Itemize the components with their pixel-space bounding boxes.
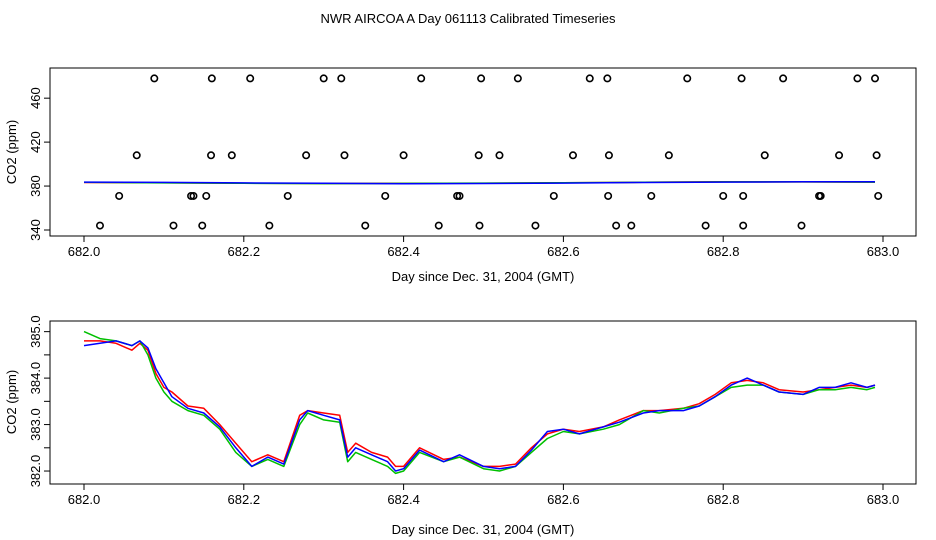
top-data-point — [719, 191, 728, 200]
top-data-point — [647, 191, 656, 200]
top-y-tick-label: 380 — [28, 175, 43, 197]
top-data-point — [604, 191, 613, 200]
top-plot-area — [83, 74, 883, 230]
bottom-y-tick-label: 383.0 — [28, 408, 43, 441]
top-data-point — [150, 74, 159, 83]
top-data-point — [475, 221, 484, 230]
top-data-point — [604, 151, 613, 160]
top-data-point — [417, 74, 426, 83]
top-data-point — [227, 151, 236, 160]
bottom-x-axis: 682.0 682.2 682.4 682.6 682.8 683.0 — [68, 484, 900, 507]
bottom-x-tick-label: 683.0 — [867, 492, 900, 507]
top-data-point — [815, 191, 824, 200]
top-data-point — [871, 74, 880, 83]
top-data-point — [701, 221, 710, 230]
bottom-y-axis: 382.0 383.0 384.0 385.0 — [28, 315, 50, 487]
top-data-point — [797, 221, 806, 230]
top-data-point — [474, 151, 483, 160]
top-data-point — [853, 74, 862, 83]
top-data-point — [874, 191, 883, 200]
top-data-point — [169, 221, 178, 230]
top-x-axis-label: Day since Dec. 31, 2004 (GMT) — [392, 269, 575, 284]
bottom-x-tick-label: 682.4 — [387, 492, 420, 507]
bottom-y-tick-label: 384.0 — [28, 362, 43, 395]
top-data-point — [198, 221, 207, 230]
top-y-tick-label: 340 — [28, 219, 43, 241]
top-data-point — [627, 221, 636, 230]
top-x-tick-label: 682.6 — [547, 244, 580, 259]
top-data-point — [739, 221, 748, 230]
bottom-series-line-blue — [83, 340, 876, 472]
top-data-point — [779, 74, 788, 83]
top-data-point — [585, 74, 594, 83]
bottom-series-line-green — [83, 330, 876, 475]
top-y-axis: 340 380 420 460 — [28, 87, 50, 241]
top-x-tick-label: 682.8 — [707, 244, 740, 259]
top-data-point — [513, 74, 522, 83]
bottom-y-tick-label: 385.0 — [28, 315, 43, 348]
bottom-plot-frame — [49, 320, 917, 485]
top-data-point — [603, 74, 612, 83]
top-x-tick-label: 682.0 — [68, 244, 101, 259]
top-data-point — [381, 191, 390, 200]
top-data-point — [549, 191, 558, 200]
top-data-point — [207, 151, 216, 160]
top-data-point — [202, 191, 211, 200]
top-data-point — [835, 151, 844, 160]
bottom-series-line-red — [84, 340, 876, 468]
top-data-point — [399, 151, 408, 160]
bottom-plot-area — [83, 330, 876, 475]
bottom-x-tick-label: 682.2 — [228, 492, 261, 507]
top-x-tick-label: 682.2 — [228, 244, 261, 259]
top-data-point — [246, 74, 255, 83]
top-data-point — [361, 221, 370, 230]
bottom-x-tick-label: 682.6 — [547, 492, 580, 507]
bottom-x-tick-label: 682.8 — [707, 492, 740, 507]
top-data-point — [760, 151, 769, 160]
top-data-point — [189, 191, 198, 200]
top-x-axis: 682.0 682.2 682.4 682.6 682.8 683.0 — [68, 236, 900, 259]
top-data-point — [95, 221, 104, 230]
top-data-point — [302, 151, 311, 160]
bottom-panel: 682.0 682.2 682.4 682.6 682.8 683.0 382.0 383.… — [4, 315, 917, 537]
top-data-point — [132, 151, 141, 160]
top-data-point — [531, 221, 540, 230]
top-series-line-blue — [83, 180, 876, 185]
top-data-point — [319, 74, 328, 83]
top-panel: 682.0 682.2 682.4 682.6 682.8 683.0 340 380 420… — [4, 67, 917, 284]
bottom-x-axis-label: Day since Dec. 31, 2004 (GMT) — [392, 522, 575, 537]
top-data-point — [477, 74, 486, 83]
top-data-point — [207, 74, 216, 83]
bottom-x-tick-label: 682.0 — [68, 492, 101, 507]
top-data-point — [612, 221, 621, 230]
top-data-point — [568, 151, 577, 160]
top-data-point — [434, 221, 443, 230]
page-title: NWR AIRCOA A Day 061113 Calibrated Times… — [320, 11, 616, 26]
top-y-axis-label: CO2 (ppm) — [4, 120, 19, 184]
top-y-tick-label: 420 — [28, 131, 43, 153]
top-data-point — [739, 191, 748, 200]
top-x-tick-label: 682.4 — [387, 244, 420, 259]
top-data-point — [737, 74, 746, 83]
top-data-point — [115, 191, 124, 200]
top-data-point — [340, 151, 349, 160]
top-plot-frame — [49, 67, 917, 237]
top-data-point — [455, 191, 464, 200]
top-data-point — [265, 221, 274, 230]
top-data-point — [495, 151, 504, 160]
bottom-y-tick-label: 382.0 — [28, 455, 43, 488]
bottom-y-axis-label: CO2 (ppm) — [4, 370, 19, 434]
top-data-point — [872, 151, 881, 160]
top-data-point — [283, 191, 292, 200]
top-data-point — [664, 151, 673, 160]
top-x-tick-label: 683.0 — [867, 244, 900, 259]
top-data-point — [337, 74, 346, 83]
top-y-tick-label: 460 — [28, 87, 43, 109]
top-data-point — [683, 74, 692, 83]
